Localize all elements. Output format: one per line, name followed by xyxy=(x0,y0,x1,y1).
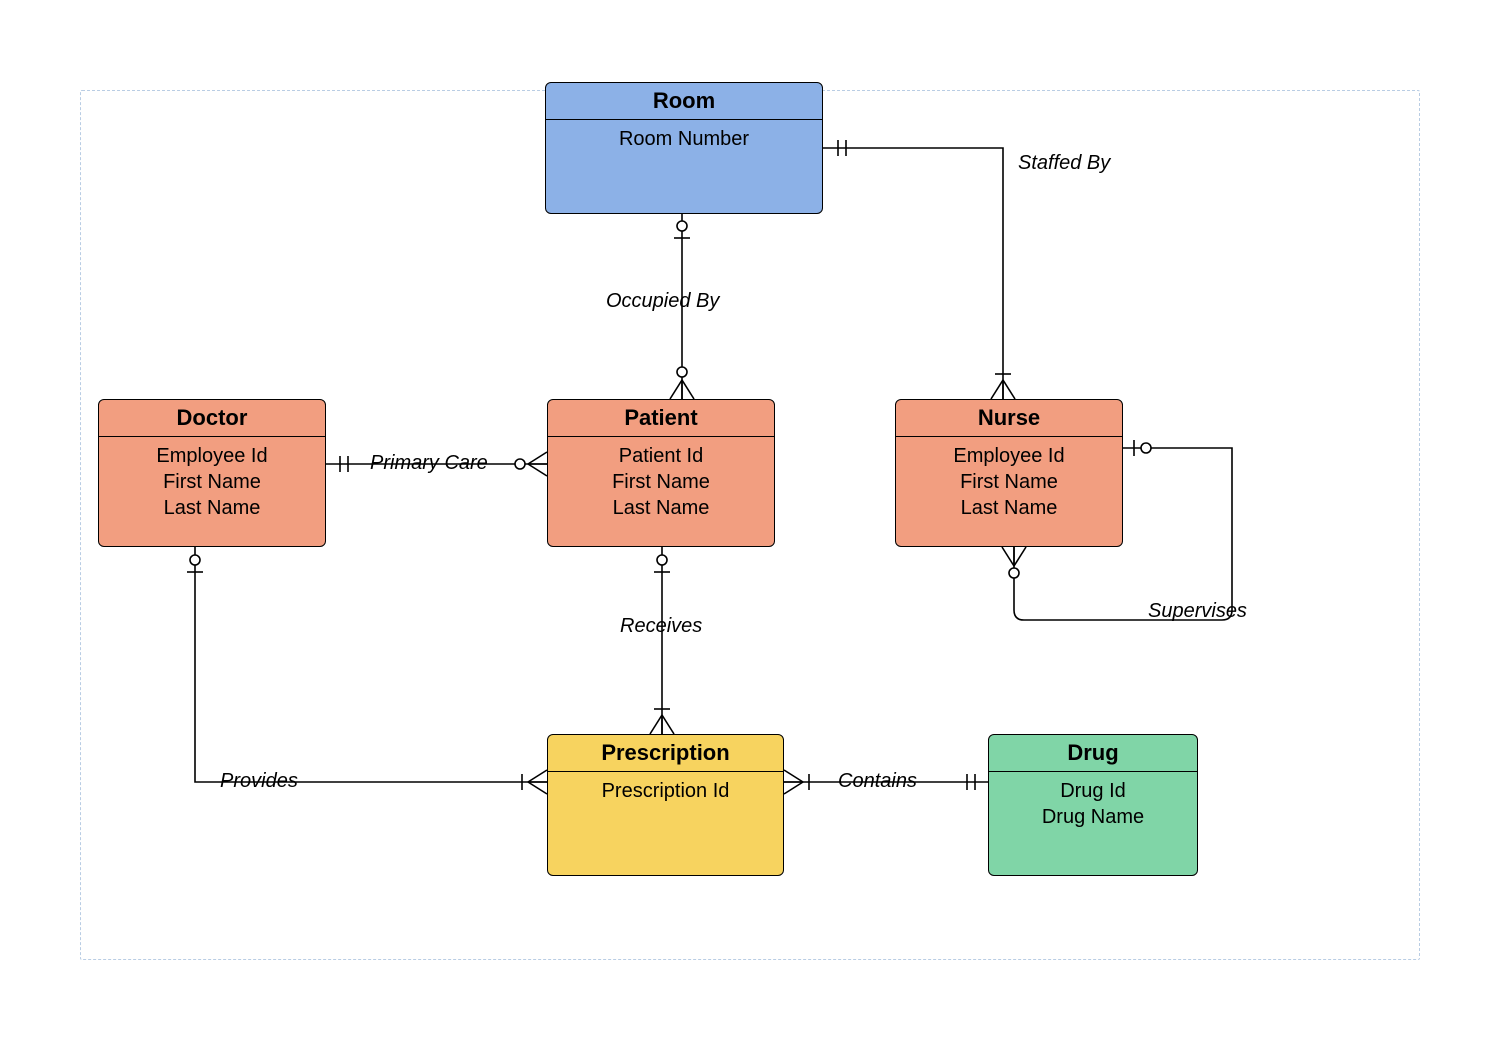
entity-attribute: Last Name xyxy=(109,495,315,521)
er-diagram-canvas: RoomRoom NumberDoctorEmployee IdFirst Na… xyxy=(0,0,1498,1048)
entity-attribute: Prescription Id xyxy=(558,778,773,804)
entity-attribute: First Name xyxy=(558,469,764,495)
entity-attributes: Employee IdFirst NameLast Name xyxy=(99,437,325,529)
entity-title: Nurse xyxy=(896,400,1122,437)
entity-title: Patient xyxy=(548,400,774,437)
label-supervises: Supervises xyxy=(1148,600,1247,623)
entity-attribute: Employee Id xyxy=(906,443,1112,469)
entity-nurse: NurseEmployee IdFirst NameLast Name xyxy=(895,399,1123,547)
entity-attribute: Last Name xyxy=(558,495,764,521)
entity-patient: PatientPatient IdFirst NameLast Name xyxy=(547,399,775,547)
entity-doctor: DoctorEmployee IdFirst NameLast Name xyxy=(98,399,326,547)
entity-title: Room xyxy=(546,83,822,120)
label-primary-care: Primary Care xyxy=(370,452,488,475)
entity-attributes: Patient IdFirst NameLast Name xyxy=(548,437,774,529)
entity-title: Drug xyxy=(989,735,1197,772)
entity-attributes: Employee IdFirst NameLast Name xyxy=(896,437,1122,529)
entity-attribute: Last Name xyxy=(906,495,1112,521)
label-provides: Provides xyxy=(220,770,298,793)
entity-attribute: Patient Id xyxy=(558,443,764,469)
entity-attributes: Drug IdDrug Name xyxy=(989,772,1197,838)
entity-attributes: Prescription Id xyxy=(548,772,783,812)
label-contains: Contains xyxy=(838,770,917,793)
entity-attribute: Drug Id xyxy=(999,778,1187,804)
entity-title: Prescription xyxy=(548,735,783,772)
label-occupied-by: Occupied By xyxy=(606,290,719,313)
entity-prescription: Prescription Prescription Id xyxy=(547,734,784,876)
entity-attribute: Employee Id xyxy=(109,443,315,469)
entity-title: Doctor xyxy=(99,400,325,437)
entity-room: Room Room Number xyxy=(545,82,823,214)
entity-drug: DrugDrug IdDrug Name xyxy=(988,734,1198,876)
entity-attribute: First Name xyxy=(109,469,315,495)
entity-attribute: First Name xyxy=(906,469,1112,495)
label-receives: Receives xyxy=(620,615,702,638)
label-staffed-by: Staffed By xyxy=(1018,152,1110,175)
entity-attributes: Room Number xyxy=(546,120,822,160)
entity-attribute: Drug Name xyxy=(999,804,1187,830)
entity-attribute: Room Number xyxy=(556,126,812,152)
